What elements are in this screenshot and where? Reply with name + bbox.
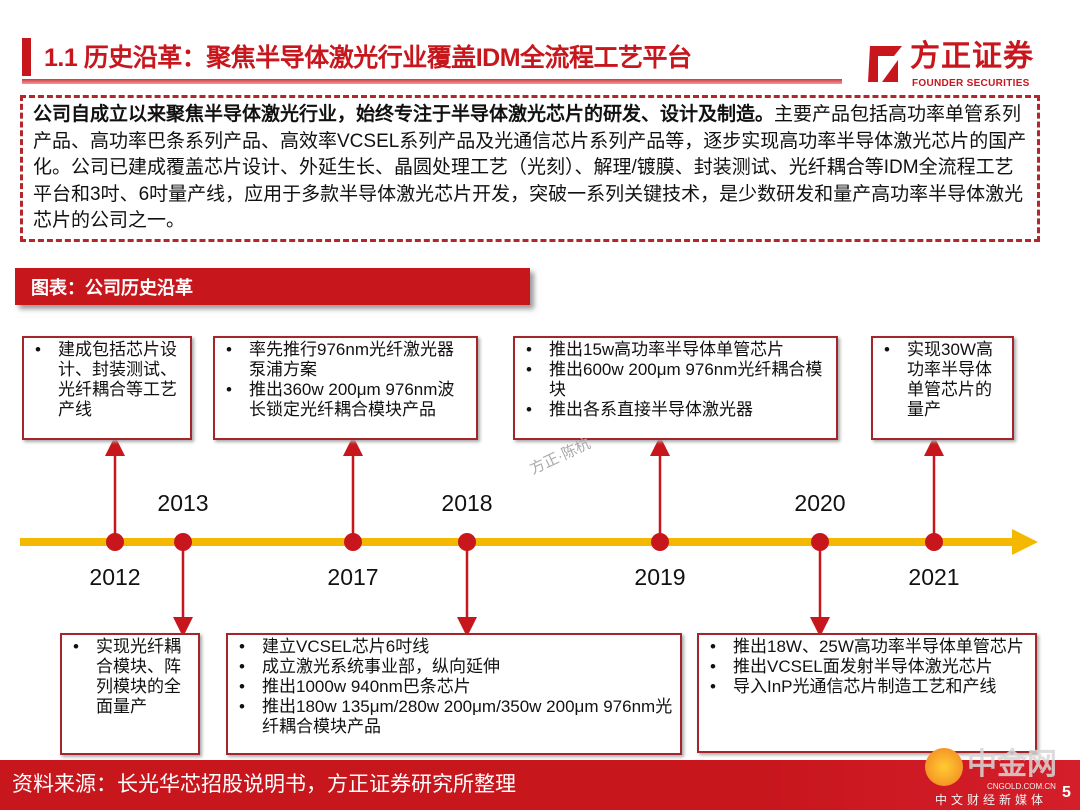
- event-box: 实现30W高功率半导体单管芯片的量产: [871, 336, 1014, 440]
- event-item: 推出VCSEL面发射半导体激光芯片: [705, 657, 1029, 677]
- year-label: 2013: [157, 490, 209, 516]
- figure-banner: 图表：公司历史沿革: [15, 268, 530, 305]
- logo-mark-icon: [868, 46, 902, 82]
- intro-text: 主要产品包括高功率单管系列产品、高功率巴条系列产品、高效率VCSEL系列产品及光…: [33, 104, 1027, 231]
- page-title: 1.1 历史沿革：聚焦半导体激光行业覆盖IDM全流程工艺平台: [44, 44, 692, 72]
- cngold-emblem-icon: [925, 748, 963, 786]
- event-item: 率先推行976nm光纤激光器泵浦方案: [221, 340, 470, 380]
- event-box: 建立VCSEL芯片6吋线成立激光系统事业部，纵向延伸推出1000w 940nm巴…: [226, 633, 682, 755]
- event-box: 率先推行976nm光纤激光器泵浦方案推出360w 200μm 976nm波长锁定…: [213, 336, 478, 440]
- cngold-name: 中金网: [967, 748, 1057, 781]
- timeline-dot: [651, 533, 669, 551]
- intro-bold: 公司自成立以来聚焦半导体激光行业，始终专注于半导体激光芯片的研发、设计及制造。: [33, 104, 775, 125]
- event-item: 推出1000w 940nm巴条芯片: [234, 677, 674, 697]
- timeline-dot: [458, 533, 476, 551]
- event-list: 率先推行976nm光纤激光器泵浦方案推出360w 200μm 976nm波长锁定…: [221, 340, 470, 420]
- page-number: 5: [1062, 784, 1071, 801]
- timeline-dot: [925, 533, 943, 551]
- founder-securities-logo: 方正证券 FOUNDER SECURITIES: [860, 40, 1045, 92]
- year-label: 2020: [794, 490, 846, 516]
- cngold-url: CNGOLD.COM.CN: [987, 782, 1056, 791]
- title-divider: [22, 79, 842, 84]
- event-list: 建成包括芯片设计、封装测试、光纤耦合等工艺产线: [30, 340, 184, 420]
- event-item: 推出360w 200μm 976nm波长锁定光纤耦合模块产品: [221, 380, 470, 420]
- event-list: 实现光纤耦合模块、阵列模块的全面量产: [68, 637, 192, 717]
- event-item: 推出600w 200μm 976nm光纤耦合模块: [521, 360, 830, 400]
- footer-source: 资料来源：长光华芯招股说明书，方正证券研究所整理: [0, 760, 1080, 810]
- timeline-dot: [811, 533, 829, 551]
- year-label: 2017: [327, 564, 379, 590]
- event-box: 推出18W、25W高功率半导体单管芯片推出VCSEL面发射半导体激光芯片导入In…: [697, 633, 1037, 753]
- year-label: 2019: [634, 564, 686, 590]
- event-list: 建立VCSEL芯片6吋线成立激光系统事业部，纵向延伸推出1000w 940nm巴…: [234, 637, 674, 737]
- event-item: 实现光纤耦合模块、阵列模块的全面量产: [68, 637, 192, 717]
- event-item: 推出各系直接半导体激光器: [521, 400, 830, 420]
- event-item: 推出15w高功率半导体单管芯片: [521, 340, 830, 360]
- timeline-dot: [344, 533, 362, 551]
- title-accent-bar: [22, 38, 31, 76]
- event-list: 实现30W高功率半导体单管芯片的量产: [879, 340, 1006, 420]
- logo-text-cn: 方正证券: [910, 40, 1034, 73]
- event-box: 建成包括芯片设计、封装测试、光纤耦合等工艺产线: [22, 336, 192, 440]
- event-list: 推出18W、25W高功率半导体单管芯片推出VCSEL面发射半导体激光芯片导入In…: [705, 637, 1029, 697]
- timeline-axis: [20, 538, 1015, 546]
- year-label: 2012: [89, 564, 141, 590]
- event-item: 推出18W、25W高功率半导体单管芯片: [705, 637, 1029, 657]
- cngold-subtitle: 中文财经新媒体: [935, 793, 1048, 807]
- event-item: 成立激光系统事业部，纵向延伸: [234, 657, 674, 677]
- timeline-dot: [106, 533, 124, 551]
- logo-text-en: FOUNDER SECURITIES: [912, 78, 1030, 89]
- year-label: 2021: [908, 564, 960, 590]
- event-item: 建成包括芯片设计、封装测试、光纤耦合等工艺产线: [30, 340, 184, 420]
- event-list: 推出15w高功率半导体单管芯片推出600w 200μm 976nm光纤耦合模块推…: [521, 340, 830, 420]
- intro-box: 公司自成立以来聚焦半导体激光行业，始终专注于半导体激光芯片的研发、设计及制造。主…: [20, 95, 1040, 242]
- year-label: 2018: [441, 490, 493, 516]
- event-item: 实现30W高功率半导体单管芯片的量产: [879, 340, 1006, 420]
- event-item: 建立VCSEL芯片6吋线: [234, 637, 674, 657]
- event-box: 推出15w高功率半导体单管芯片推出600w 200μm 976nm光纤耦合模块推…: [513, 336, 838, 440]
- cngold-logo: 中金网 CNGOLD.COM.CN 中文财经新媒体: [925, 748, 1060, 810]
- event-item: 导入InP光通信芯片制造工艺和产线: [705, 677, 1029, 697]
- timeline-dot: [174, 533, 192, 551]
- event-item: 推出180w 135μm/280w 200μm/350w 200μm 976nm…: [234, 697, 674, 737]
- event-box: 实现光纤耦合模块、阵列模块的全面量产: [60, 633, 200, 755]
- timeline-arrowhead-icon: [1012, 529, 1038, 555]
